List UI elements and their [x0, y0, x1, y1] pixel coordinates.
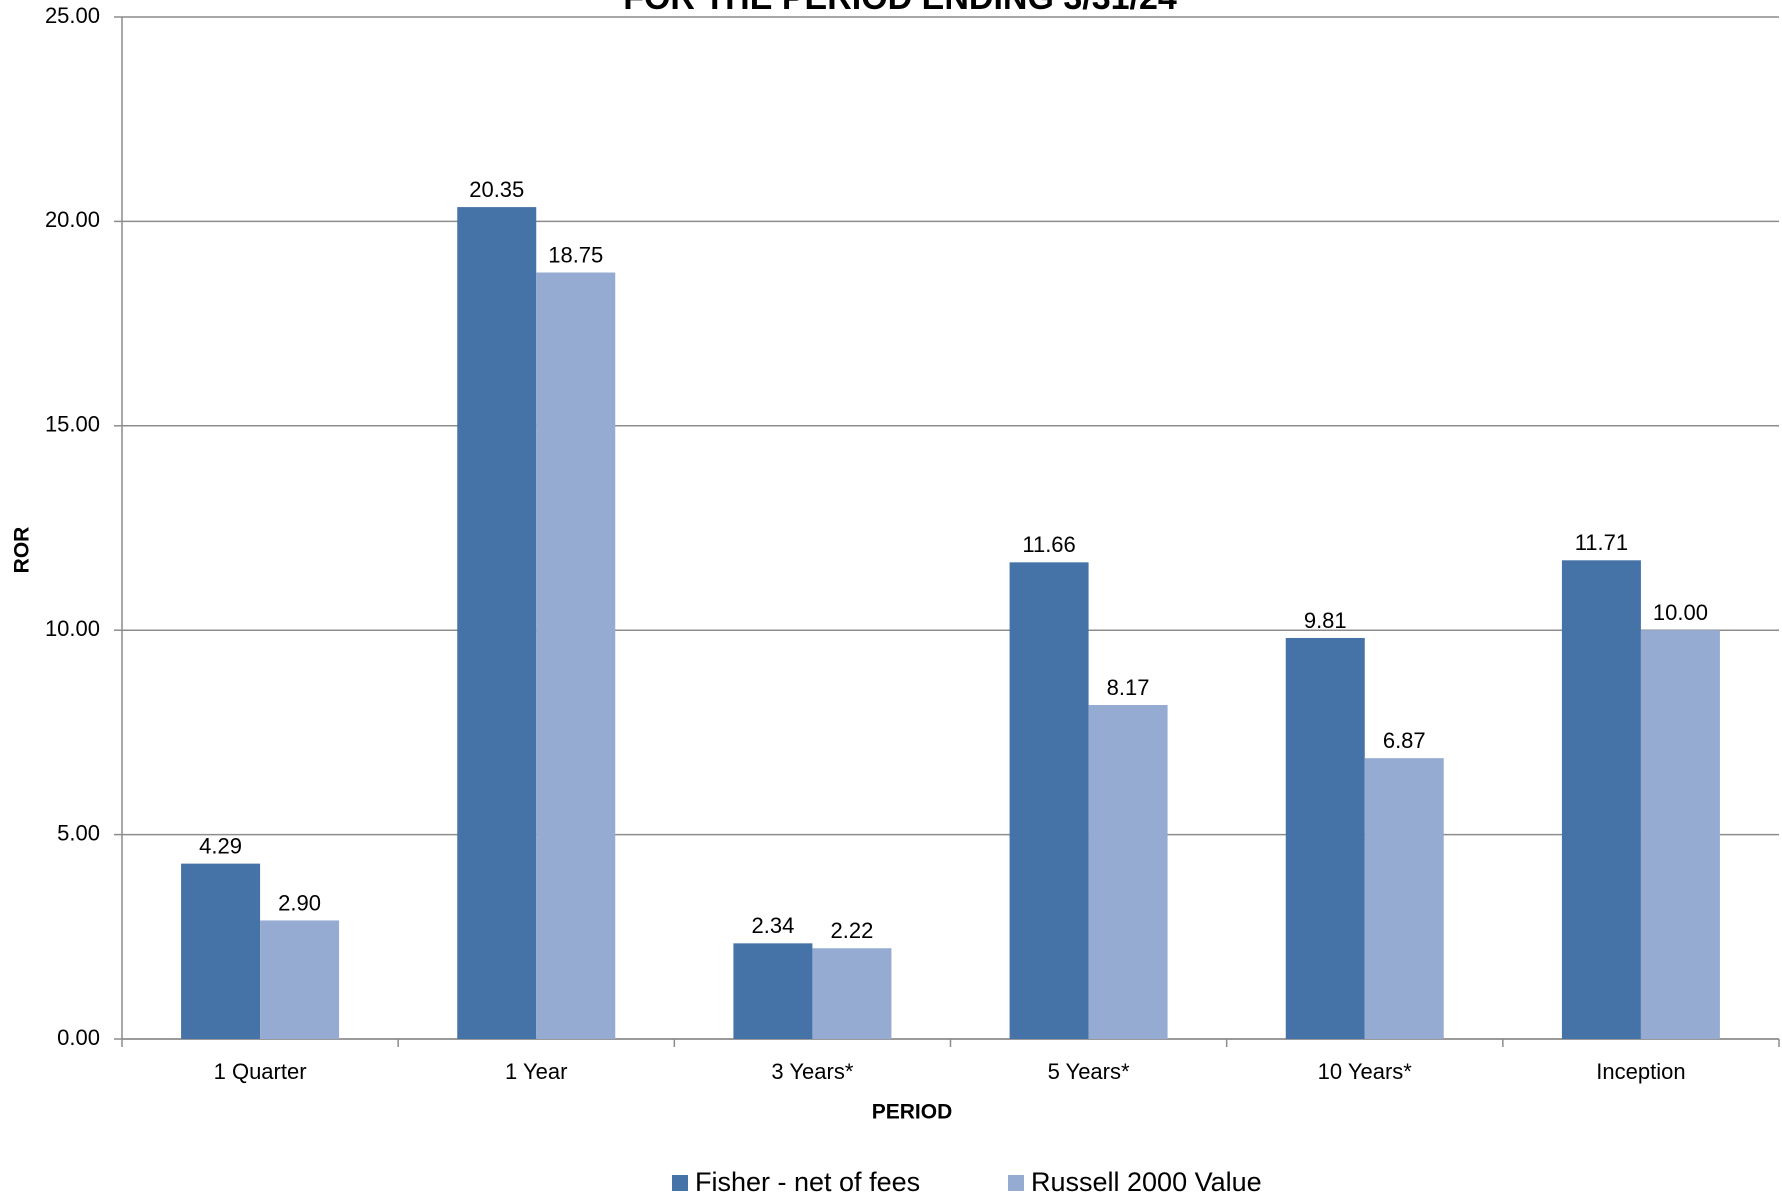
- data-label: 2.90: [278, 890, 321, 915]
- bar: [1009, 562, 1089, 1039]
- x-tick-label: 10 Years*: [1318, 1059, 1413, 1084]
- bar: [1285, 637, 1365, 1039]
- x-axis-label: PERIOD: [872, 1101, 953, 1124]
- y-tick-label: 25.00: [45, 3, 100, 28]
- bar: [1088, 705, 1168, 1039]
- legend-label: Russell 2000 Value: [1031, 1167, 1262, 1197]
- data-label: 2.34: [752, 913, 795, 938]
- chart-title: FOR THE PERIOD ENDING 3/31/24: [623, 0, 1177, 17]
- bar: [733, 943, 813, 1039]
- y-tick-label: 15.00: [45, 412, 100, 437]
- legend-swatch: [672, 1175, 688, 1191]
- data-label: 20.35: [469, 177, 524, 202]
- bar: [536, 272, 616, 1039]
- data-label: 6.87: [1383, 728, 1426, 753]
- data-label: 11.71: [1575, 530, 1628, 555]
- data-label: 10.00: [1653, 600, 1708, 625]
- y-tick-label: 0.00: [57, 1025, 100, 1050]
- x-tick-label: 3 Years*: [771, 1059, 853, 1084]
- x-tick-label: 1 Year: [505, 1059, 567, 1084]
- data-label: 18.75: [548, 242, 603, 267]
- bar: [457, 207, 537, 1040]
- bar: [1561, 560, 1641, 1039]
- x-tick-label: Inception: [1596, 1059, 1685, 1084]
- bar: [1640, 630, 1720, 1039]
- bar: [181, 863, 261, 1039]
- y-tick-label: 5.00: [57, 820, 100, 845]
- bar: [812, 948, 892, 1039]
- y-axis-label: ROR: [11, 527, 34, 574]
- y-tick-label: 10.00: [45, 616, 100, 641]
- data-label: 2.22: [831, 918, 874, 943]
- data-label: 4.29: [199, 833, 242, 858]
- data-label: 8.17: [1107, 675, 1150, 700]
- data-label: 11.66: [1022, 532, 1075, 557]
- data-label: 9.81: [1304, 608, 1347, 633]
- legend-label: Fisher - net of fees: [695, 1167, 920, 1197]
- y-tick-label: 20.00: [45, 207, 100, 232]
- x-tick-label: 1 Quarter: [214, 1059, 307, 1084]
- legend-swatch: [1008, 1175, 1024, 1191]
- x-tick-label: 5 Years*: [1048, 1059, 1130, 1084]
- bar: [1364, 758, 1444, 1039]
- bar: [260, 920, 340, 1039]
